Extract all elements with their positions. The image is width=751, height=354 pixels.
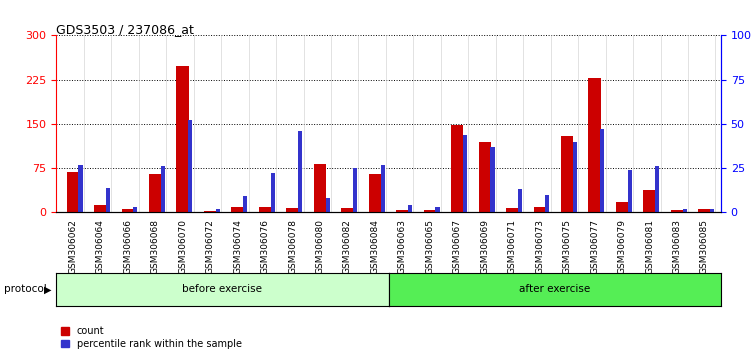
- Bar: [561, 136, 573, 212]
- Bar: [710, 209, 714, 212]
- Bar: [490, 147, 494, 212]
- Bar: [545, 195, 550, 212]
- Bar: [381, 165, 385, 212]
- Bar: [67, 172, 79, 212]
- Bar: [134, 207, 137, 212]
- Bar: [589, 78, 601, 212]
- Bar: [408, 205, 412, 212]
- Bar: [106, 188, 110, 212]
- Bar: [478, 142, 491, 212]
- Text: GDS3503 / 237086_at: GDS3503 / 237086_at: [56, 23, 195, 36]
- Text: before exercise: before exercise: [182, 284, 263, 295]
- Bar: [353, 168, 357, 212]
- Bar: [671, 210, 683, 212]
- Bar: [463, 135, 467, 212]
- Bar: [683, 209, 686, 212]
- Bar: [204, 211, 216, 212]
- Bar: [341, 208, 354, 212]
- Bar: [698, 210, 710, 212]
- Text: protocol: protocol: [4, 284, 47, 295]
- Bar: [298, 131, 302, 212]
- Bar: [149, 174, 161, 212]
- Bar: [286, 208, 299, 212]
- Bar: [94, 205, 107, 212]
- Bar: [231, 206, 244, 212]
- Bar: [161, 166, 165, 212]
- Bar: [270, 173, 275, 212]
- Bar: [518, 189, 522, 212]
- Bar: [314, 164, 326, 212]
- Bar: [616, 202, 629, 212]
- Legend: count, percentile rank within the sample: count, percentile rank within the sample: [61, 326, 242, 349]
- Bar: [243, 196, 247, 212]
- Bar: [506, 208, 518, 212]
- Text: ▶: ▶: [44, 284, 51, 295]
- Bar: [78, 165, 83, 212]
- Bar: [628, 170, 632, 212]
- Bar: [176, 66, 189, 212]
- Bar: [644, 190, 656, 212]
- Bar: [533, 206, 546, 212]
- Bar: [259, 206, 271, 212]
- Bar: [600, 129, 605, 212]
- Bar: [397, 210, 409, 212]
- Bar: [189, 120, 192, 212]
- Bar: [655, 166, 659, 212]
- Bar: [451, 125, 463, 212]
- Bar: [326, 198, 330, 212]
- Bar: [436, 207, 439, 212]
- Bar: [424, 210, 436, 212]
- Bar: [573, 142, 577, 212]
- Text: after exercise: after exercise: [519, 284, 590, 295]
- Bar: [216, 209, 220, 212]
- Bar: [122, 210, 134, 212]
- Bar: [369, 174, 381, 212]
